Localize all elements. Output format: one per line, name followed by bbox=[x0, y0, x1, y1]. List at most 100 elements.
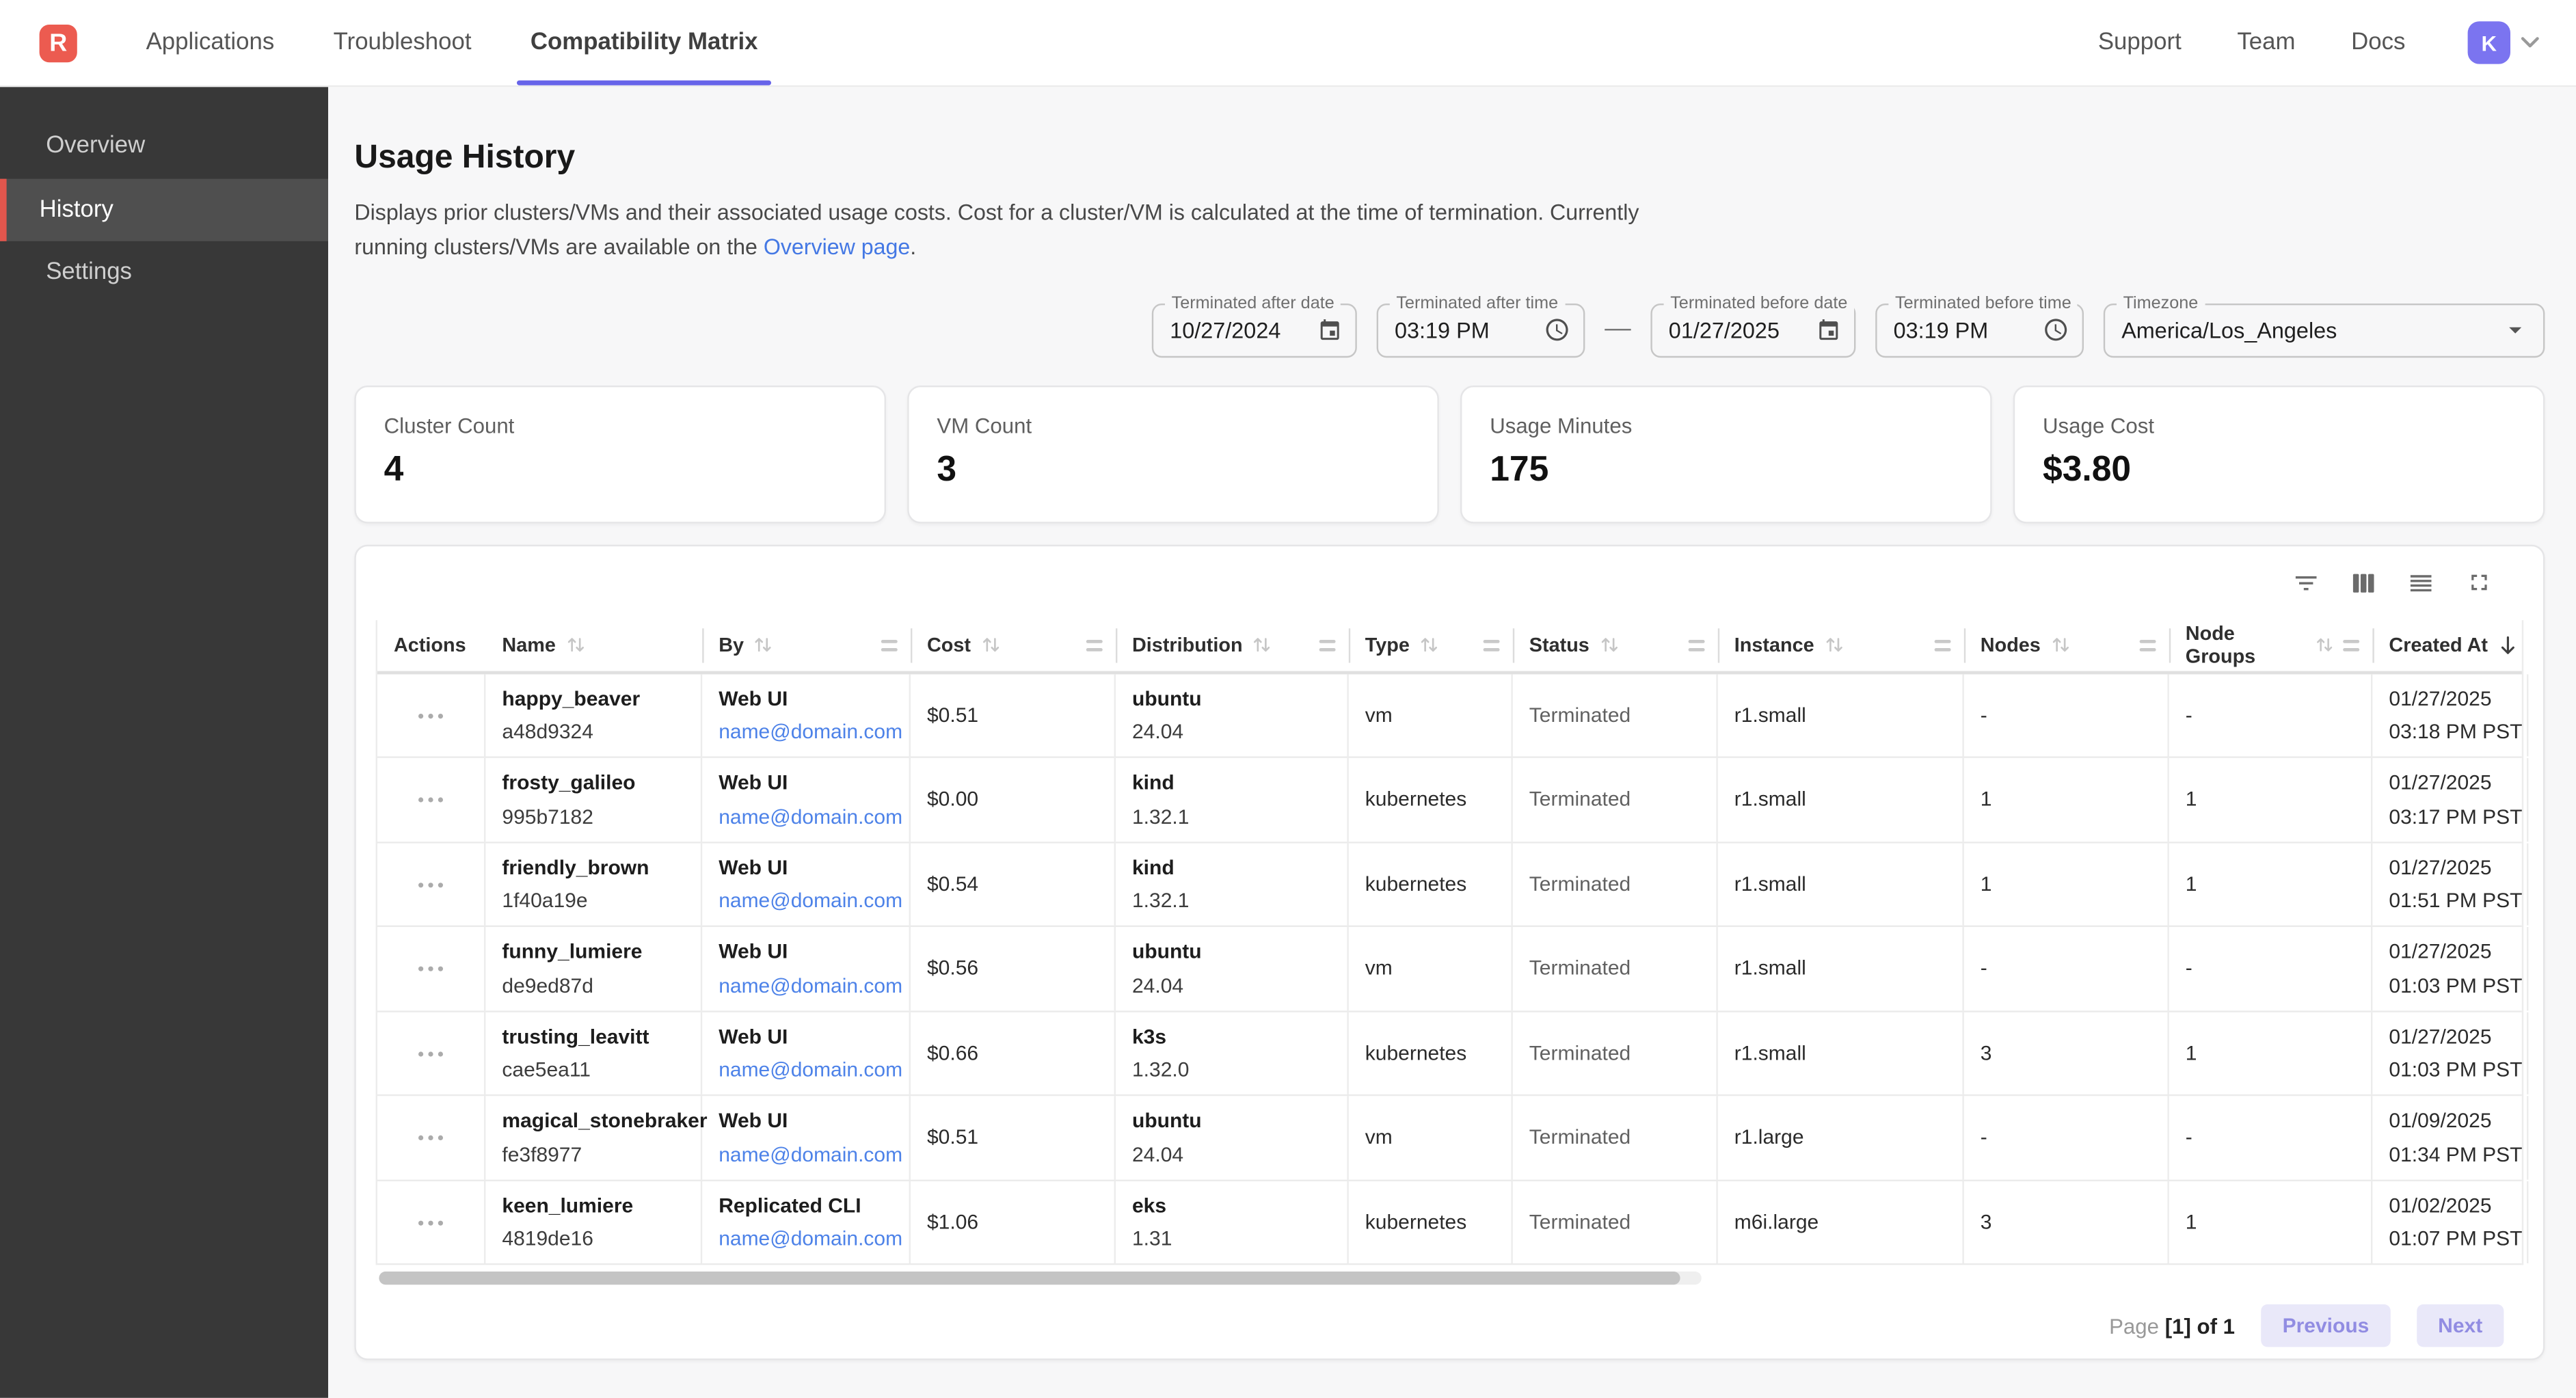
columns-icon[interactable] bbox=[2350, 569, 2378, 597]
sidebar-item-settings[interactable]: Settings bbox=[0, 241, 328, 304]
sort-icon[interactable] bbox=[1419, 636, 1439, 656]
calendar-icon[interactable] bbox=[1317, 318, 1342, 342]
terminated-before-time-field[interactable]: Terminated before time 03:19 PM bbox=[1875, 293, 2084, 358]
distribution-name: ubuntu bbox=[1132, 940, 1202, 964]
created-by-email-link[interactable]: name@domain.com bbox=[719, 805, 903, 829]
column-separator[interactable] bbox=[909, 628, 913, 663]
row-actions-button[interactable] bbox=[412, 1213, 449, 1232]
sidebar-item-label: Settings bbox=[46, 259, 132, 286]
column-menu-icon[interactable] bbox=[881, 640, 898, 651]
column-menu-icon[interactable] bbox=[2139, 640, 2156, 651]
sort-icon[interactable] bbox=[2314, 636, 2333, 656]
column-menu-icon[interactable] bbox=[1086, 640, 1103, 651]
overview-page-link[interactable]: Overview page bbox=[763, 235, 911, 260]
next-page-button[interactable]: Next bbox=[2416, 1304, 2504, 1348]
nav-link-team[interactable]: Team bbox=[2237, 29, 2296, 56]
column-header-status[interactable]: Status bbox=[1513, 620, 1720, 671]
terminated-after-time-field[interactable]: Terminated after time 03:19 PM bbox=[1376, 293, 1585, 358]
sort-desc-icon[interactable] bbox=[2497, 635, 2519, 656]
sidebar-item-overview[interactable]: Overview bbox=[0, 115, 328, 178]
stats-row: Cluster Count 4 VM Count 3 Usage Minutes… bbox=[354, 385, 2545, 524]
dropdown-arrow-icon[interactable] bbox=[2501, 316, 2530, 345]
column-menu-icon[interactable] bbox=[1319, 640, 1336, 651]
column-header-nodes[interactable]: Nodes bbox=[1964, 620, 2171, 671]
timezone-select[interactable]: Timezone America/Los_Angeles bbox=[2103, 293, 2545, 358]
column-header-node_groups[interactable]: Node Groups bbox=[2169, 620, 2374, 671]
row-actions-button[interactable] bbox=[412, 1045, 449, 1063]
column-header-name[interactable]: Name bbox=[485, 620, 704, 671]
row-actions-button[interactable] bbox=[412, 1129, 449, 1147]
sort-icon[interactable] bbox=[1824, 636, 1844, 656]
distribution-version: 1.32.0 bbox=[1132, 1058, 1190, 1081]
column-menu-icon[interactable] bbox=[1934, 640, 1951, 651]
column-separator[interactable] bbox=[1512, 628, 1515, 663]
stat-card-usage-minutes: Usage Minutes 175 bbox=[1460, 385, 1992, 524]
column-header-cost[interactable]: Cost bbox=[911, 620, 1118, 671]
tab-troubleshoot[interactable]: Troubleshoot bbox=[323, 0, 481, 85]
column-menu-icon[interactable] bbox=[2343, 640, 2360, 651]
nav-link-support[interactable]: Support bbox=[2097, 29, 2182, 56]
tab-applications[interactable]: Applications bbox=[136, 0, 284, 85]
type-value: vm bbox=[1365, 703, 1393, 727]
sidebar-item-history[interactable]: History bbox=[0, 178, 329, 241]
description-text: Displays prior clusters/VMs and their as… bbox=[354, 200, 1639, 260]
cost-value: $0.66 bbox=[927, 1041, 979, 1065]
nav-link-docs[interactable]: Docs bbox=[2351, 29, 2406, 56]
column-separator[interactable] bbox=[1114, 628, 1118, 663]
column-header-distribution[interactable]: Distribution bbox=[1116, 620, 1351, 671]
distribution-name: eks bbox=[1132, 1194, 1167, 1218]
avatar[interactable]: K bbox=[2467, 21, 2511, 64]
density-icon[interactable] bbox=[2407, 569, 2435, 597]
column-separator[interactable] bbox=[2372, 628, 2374, 663]
sort-icon[interactable] bbox=[753, 636, 773, 656]
sort-icon[interactable] bbox=[565, 636, 585, 656]
column-separator[interactable] bbox=[701, 628, 704, 663]
row-actions-button[interactable] bbox=[412, 875, 449, 893]
sort-icon[interactable] bbox=[2050, 636, 2070, 656]
status-text: Terminated bbox=[1529, 1041, 1631, 1065]
terminated-before-date-field[interactable]: Terminated before date 01/27/2025 bbox=[1650, 293, 1856, 358]
chevron-down-icon[interactable] bbox=[2520, 36, 2540, 49]
column-separator[interactable] bbox=[2168, 628, 2171, 663]
fullscreen-icon[interactable] bbox=[2465, 569, 2493, 597]
column-header-type[interactable]: Type bbox=[1349, 620, 1515, 671]
terminated-after-date-field[interactable]: Terminated after date 10/27/2024 bbox=[1151, 293, 1357, 358]
created-by-email-link[interactable]: name@domain.com bbox=[719, 720, 903, 744]
created-by-email-link[interactable]: name@domain.com bbox=[719, 973, 903, 997]
created-by-email-link[interactable]: name@domain.com bbox=[719, 1058, 903, 1081]
sort-icon[interactable] bbox=[1599, 636, 1619, 656]
column-menu-icon[interactable] bbox=[1688, 640, 1705, 651]
cell-name: friendly_brown 1f40a19e bbox=[485, 843, 703, 926]
row-actions-button[interactable] bbox=[412, 791, 449, 809]
column-separator[interactable] bbox=[1347, 628, 1351, 663]
instance-value: r1.small bbox=[1734, 1041, 1806, 1065]
previous-page-button[interactable]: Previous bbox=[2261, 1304, 2391, 1348]
created-by-source: Web UI bbox=[719, 940, 788, 964]
account-menu[interactable]: K bbox=[2467, 21, 2540, 64]
created-by-email-link[interactable]: name@domain.com bbox=[719, 1142, 903, 1166]
column-separator[interactable] bbox=[1963, 628, 1966, 663]
column-menu-icon[interactable] bbox=[1483, 640, 1500, 651]
column-separator[interactable] bbox=[1717, 628, 1720, 663]
row-actions-button[interactable] bbox=[412, 706, 449, 725]
column-header-instance[interactable]: Instance bbox=[1718, 620, 1966, 671]
column-header-by[interactable]: By bbox=[702, 620, 913, 671]
status-text: Terminated bbox=[1529, 1126, 1631, 1150]
created-by-email-link[interactable]: name@domain.com bbox=[719, 889, 903, 913]
sort-icon[interactable] bbox=[1252, 636, 1272, 656]
created-by-email-link[interactable]: name@domain.com bbox=[719, 1227, 903, 1251]
column-header-created_at[interactable]: Created At bbox=[2372, 620, 2528, 671]
tab-compatibility-matrix[interactable]: Compatibility Matrix bbox=[517, 0, 771, 85]
created-by-source: Web UI bbox=[719, 771, 788, 795]
horizontal-scrollbar-thumb[interactable] bbox=[379, 1272, 1680, 1286]
clock-icon[interactable] bbox=[1544, 317, 1570, 343]
distribution-version: 24.04 bbox=[1132, 720, 1184, 744]
filter-icon[interactable] bbox=[2292, 569, 2320, 597]
replicated-logo[interactable]: R bbox=[39, 23, 77, 62]
clock-icon[interactable] bbox=[2043, 317, 2069, 343]
row-actions-button[interactable] bbox=[412, 960, 449, 978]
status-text: Terminated bbox=[1529, 957, 1631, 980]
sort-icon[interactable] bbox=[980, 636, 1000, 656]
horizontal-scrollbar-track[interactable] bbox=[379, 1272, 1702, 1286]
calendar-icon[interactable] bbox=[1816, 318, 1841, 342]
